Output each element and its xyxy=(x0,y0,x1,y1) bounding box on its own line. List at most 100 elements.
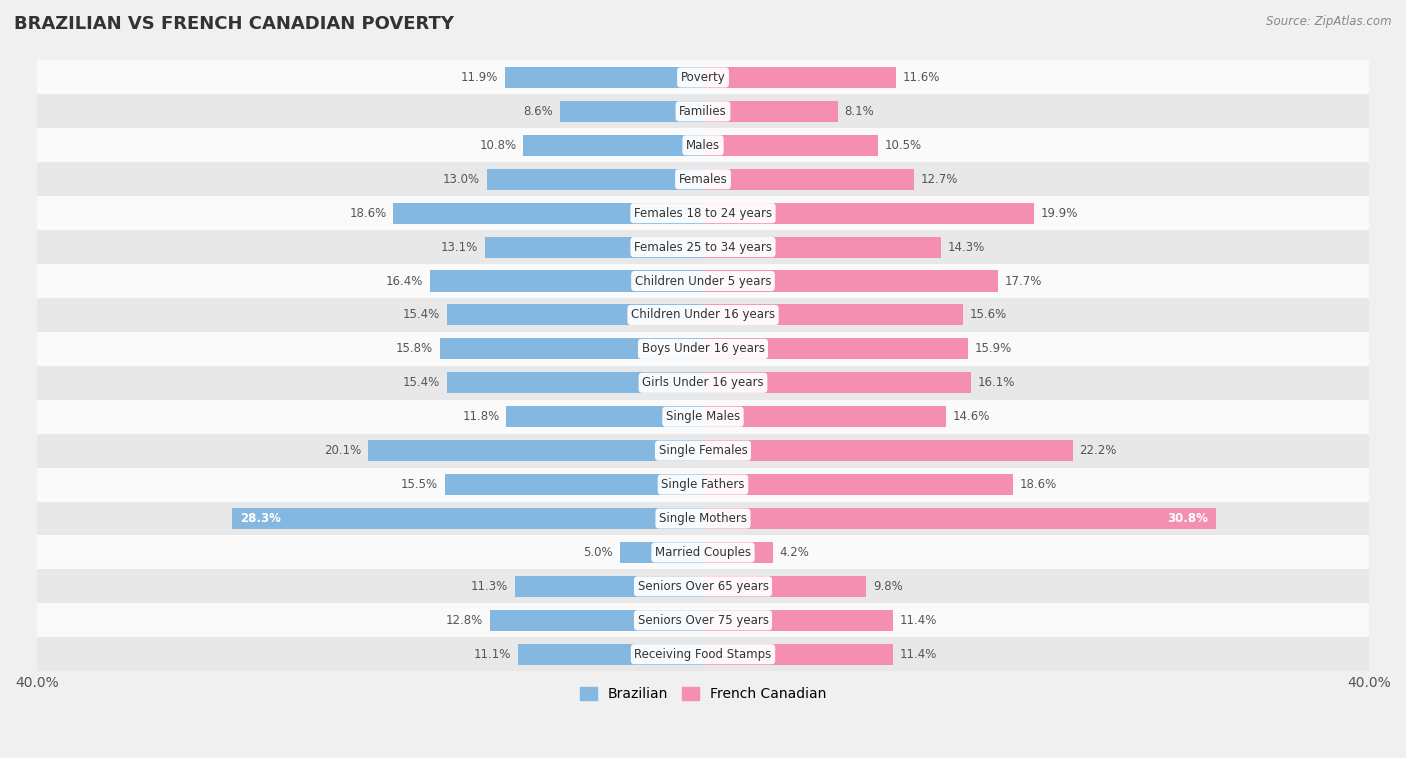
Legend: Brazilian, French Canadian: Brazilian, French Canadian xyxy=(574,682,832,707)
Bar xyxy=(703,576,866,597)
Text: 9.8%: 9.8% xyxy=(873,580,903,593)
Text: 15.5%: 15.5% xyxy=(401,478,439,491)
Bar xyxy=(703,135,877,156)
Text: 18.6%: 18.6% xyxy=(1019,478,1057,491)
Text: BRAZILIAN VS FRENCH CANADIAN POVERTY: BRAZILIAN VS FRENCH CANADIAN POVERTY xyxy=(14,15,454,33)
Text: 20.1%: 20.1% xyxy=(325,444,361,457)
Text: 17.7%: 17.7% xyxy=(1004,274,1042,287)
Text: Married Couples: Married Couples xyxy=(655,546,751,559)
Text: 15.9%: 15.9% xyxy=(974,343,1012,356)
Bar xyxy=(703,169,914,190)
Text: Source: ZipAtlas.com: Source: ZipAtlas.com xyxy=(1267,15,1392,28)
Bar xyxy=(37,196,1369,230)
Text: 10.5%: 10.5% xyxy=(884,139,922,152)
Text: Seniors Over 75 years: Seniors Over 75 years xyxy=(637,614,769,627)
Bar xyxy=(703,338,967,359)
Text: 8.6%: 8.6% xyxy=(523,105,553,118)
Text: 15.4%: 15.4% xyxy=(402,376,440,390)
Bar xyxy=(37,468,1369,502)
Text: Single Males: Single Males xyxy=(666,410,740,423)
Bar xyxy=(37,162,1369,196)
Bar xyxy=(37,366,1369,399)
Text: 11.4%: 11.4% xyxy=(900,614,936,627)
Text: 14.6%: 14.6% xyxy=(953,410,990,423)
Text: Single Fathers: Single Fathers xyxy=(661,478,745,491)
Text: 11.1%: 11.1% xyxy=(474,648,512,661)
Bar xyxy=(489,609,703,631)
Bar xyxy=(37,298,1369,332)
Text: Single Females: Single Females xyxy=(658,444,748,457)
Bar xyxy=(620,542,703,563)
Bar xyxy=(703,406,946,428)
Bar xyxy=(37,434,1369,468)
Bar xyxy=(703,644,893,665)
Text: 11.8%: 11.8% xyxy=(463,410,499,423)
Text: 10.8%: 10.8% xyxy=(479,139,516,152)
Text: 8.1%: 8.1% xyxy=(845,105,875,118)
Text: 12.8%: 12.8% xyxy=(446,614,484,627)
Text: 11.6%: 11.6% xyxy=(903,71,941,84)
Bar xyxy=(37,264,1369,298)
Bar xyxy=(703,236,941,258)
Text: 5.0%: 5.0% xyxy=(583,546,613,559)
Bar xyxy=(37,128,1369,162)
Text: Females 18 to 24 years: Females 18 to 24 years xyxy=(634,207,772,220)
Text: Females 25 to 34 years: Females 25 to 34 years xyxy=(634,240,772,254)
Text: 13.1%: 13.1% xyxy=(441,240,478,254)
Text: Males: Males xyxy=(686,139,720,152)
Bar xyxy=(444,474,703,495)
Bar xyxy=(703,474,1012,495)
Bar xyxy=(37,569,1369,603)
Bar xyxy=(703,305,963,325)
Bar xyxy=(703,271,998,292)
Bar xyxy=(703,542,773,563)
Bar xyxy=(430,271,703,292)
Bar xyxy=(440,338,703,359)
Text: 11.4%: 11.4% xyxy=(900,648,936,661)
Bar xyxy=(447,305,703,325)
Bar xyxy=(368,440,703,461)
Bar xyxy=(703,440,1073,461)
Bar xyxy=(37,535,1369,569)
Text: 22.2%: 22.2% xyxy=(1080,444,1116,457)
Bar xyxy=(37,332,1369,366)
Bar xyxy=(485,236,703,258)
Bar xyxy=(703,202,1035,224)
Bar xyxy=(703,372,972,393)
Bar xyxy=(37,95,1369,128)
Text: 30.8%: 30.8% xyxy=(1167,512,1208,525)
Text: 19.9%: 19.9% xyxy=(1040,207,1078,220)
Text: 15.4%: 15.4% xyxy=(402,309,440,321)
Text: Children Under 16 years: Children Under 16 years xyxy=(631,309,775,321)
Bar xyxy=(505,67,703,88)
Text: 15.6%: 15.6% xyxy=(970,309,1007,321)
Bar xyxy=(703,508,1216,529)
Text: 28.3%: 28.3% xyxy=(240,512,281,525)
Text: Single Mothers: Single Mothers xyxy=(659,512,747,525)
Text: Receiving Food Stamps: Receiving Food Stamps xyxy=(634,648,772,661)
Text: Poverty: Poverty xyxy=(681,71,725,84)
Text: 12.7%: 12.7% xyxy=(921,173,959,186)
Text: 13.0%: 13.0% xyxy=(443,173,479,186)
Text: 14.3%: 14.3% xyxy=(948,240,986,254)
Bar xyxy=(703,609,893,631)
Bar xyxy=(37,637,1369,671)
Bar xyxy=(519,644,703,665)
Bar xyxy=(394,202,703,224)
Bar xyxy=(37,61,1369,95)
Text: 11.3%: 11.3% xyxy=(471,580,508,593)
Text: 11.9%: 11.9% xyxy=(461,71,498,84)
Bar xyxy=(232,508,703,529)
Text: 16.4%: 16.4% xyxy=(385,274,423,287)
Text: Seniors Over 65 years: Seniors Over 65 years xyxy=(637,580,769,593)
Bar xyxy=(560,101,703,122)
Text: Families: Families xyxy=(679,105,727,118)
Text: Boys Under 16 years: Boys Under 16 years xyxy=(641,343,765,356)
Text: Children Under 5 years: Children Under 5 years xyxy=(634,274,772,287)
Text: 18.6%: 18.6% xyxy=(349,207,387,220)
Bar xyxy=(37,230,1369,264)
Text: 4.2%: 4.2% xyxy=(779,546,810,559)
Text: Girls Under 16 years: Girls Under 16 years xyxy=(643,376,763,390)
Text: 16.1%: 16.1% xyxy=(977,376,1015,390)
Bar xyxy=(37,603,1369,637)
